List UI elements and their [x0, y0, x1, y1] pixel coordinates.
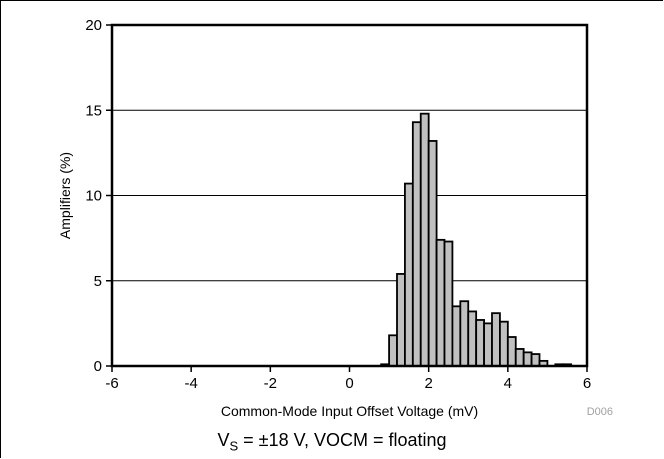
histogram-bar-16 [506, 336, 517, 367]
histogram-bar-14 [491, 312, 501, 367]
histogram-bar-8 [443, 240, 454, 367]
histogram-bar-2 [396, 273, 406, 367]
histogram-bar-3 [404, 182, 414, 367]
histogram-bar-15 [499, 320, 509, 367]
caption-subscript: S [229, 438, 239, 454]
y-axis-title: Amplifiers (%) [57, 152, 73, 239]
x-tick-label-5: 4 [504, 375, 512, 392]
x-tick-label-3: 0 [345, 375, 353, 392]
y-tick-label-0: 0 [94, 358, 102, 375]
histogram-bar-18 [522, 351, 533, 367]
histogram-bars [380, 112, 573, 367]
chart-caption: VS = ±18 V, VOCM = floating [0, 430, 664, 454]
histogram-bar-7 [435, 238, 446, 367]
x-tick-label-0: -6 [105, 375, 118, 392]
y-tick-label-3: 15 [85, 102, 102, 119]
axis-ticks: -6 -4 -2 0 2 4 6 0 5 10 15 20 [85, 17, 591, 392]
histogram-bar-12 [475, 319, 485, 367]
x-tick-label-1: -4 [184, 375, 197, 392]
y-tick-label-1: 5 [94, 273, 102, 290]
histogram-bar-1 [388, 334, 398, 367]
histogram-bar-4 [411, 121, 422, 367]
grid-lines [112, 109, 587, 282]
histogram-bar-11 [467, 310, 478, 367]
histogram-bar-5 [419, 112, 430, 367]
y-tick-label-2: 10 [85, 188, 102, 205]
histogram-bar-13 [483, 322, 493, 367]
figure-code: D006 [587, 406, 613, 418]
caption-v: V [217, 430, 230, 450]
histogram-bar-17 [514, 348, 525, 367]
caption-text: = ±18 V, VOCM = floating [238, 430, 447, 450]
x-tick-label-2: -2 [264, 375, 277, 392]
x-tick-label-6: 6 [583, 375, 591, 392]
histogram-bar-10 [459, 300, 470, 367]
x-tick-label-4: 2 [424, 375, 432, 392]
histogram-bar-19 [530, 353, 541, 367]
y-tick-label-4: 20 [85, 17, 102, 34]
x-axis-title: Common-Mode Input Offset Voltage (mV) [221, 403, 478, 419]
histogram-bar-9 [451, 305, 462, 367]
histogram-bar-6 [427, 140, 438, 367]
